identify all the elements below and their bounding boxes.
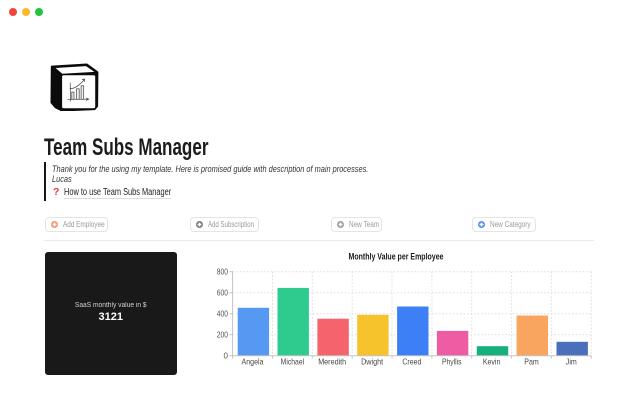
svg-text:800: 800 bbox=[217, 267, 229, 276]
svg-text:Kevin: Kevin bbox=[483, 357, 501, 367]
svg-text:Dwight: Dwight bbox=[361, 357, 384, 367]
svg-text:600: 600 bbox=[217, 288, 229, 297]
svg-text:Meredith: Meredith bbox=[318, 357, 346, 367]
svg-text:Michael: Michael bbox=[281, 357, 305, 367]
svg-text:Angela: Angela bbox=[242, 357, 264, 367]
svg-text:Pam: Pam bbox=[524, 357, 539, 367]
svg-text:Jim: Jim bbox=[566, 357, 577, 367]
svg-text:Monthly Value per Employee: Monthly Value per Employee bbox=[349, 252, 444, 262]
svg-text:Creed: Creed bbox=[402, 357, 421, 367]
svg-text:200: 200 bbox=[217, 330, 229, 339]
svg-text:0: 0 bbox=[224, 351, 229, 360]
svg-text:400: 400 bbox=[217, 309, 229, 318]
svg-text:Phyllis: Phyllis bbox=[442, 357, 462, 367]
